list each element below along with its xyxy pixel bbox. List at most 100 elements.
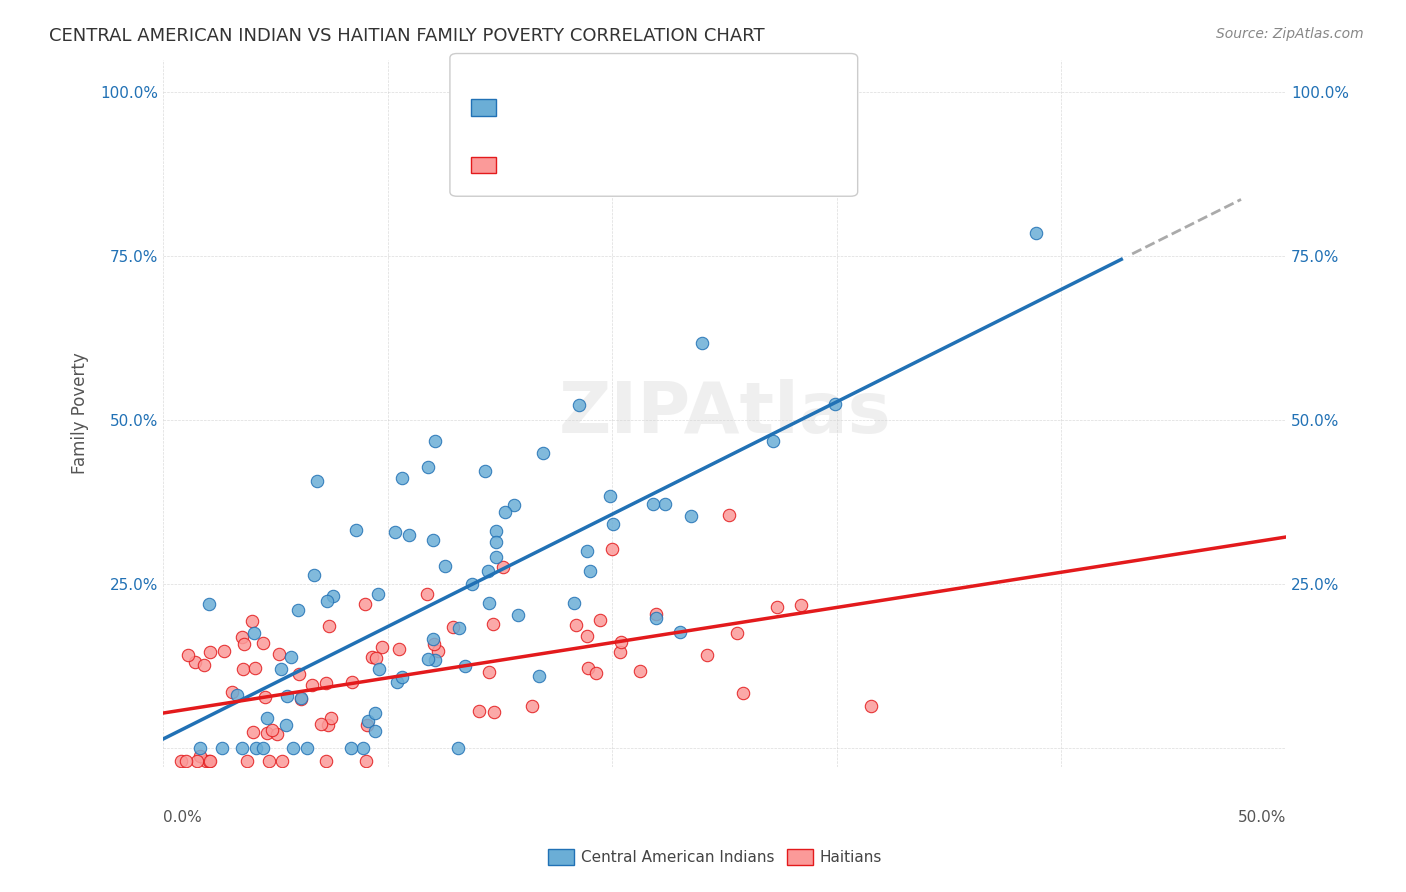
Point [418,651,440,665]
Point [628,665,651,679]
Text: 71: 71 [626,98,648,117]
Point [315,676,337,690]
Point [280,650,302,665]
Point [271,754,294,768]
Point [478,595,501,609]
Point [762,434,785,448]
Point [193,657,215,672]
Point [477,564,499,578]
Point [645,610,668,624]
Point [391,471,413,485]
Point [575,629,598,643]
Point [198,754,221,768]
Point [274,718,297,732]
Point [195,754,218,768]
Point [733,686,755,700]
Point [211,740,233,755]
Point [232,637,254,651]
Point [565,617,588,632]
Point [214,644,236,658]
Point [186,754,208,768]
Point [461,577,484,591]
Point [252,636,274,650]
Point [599,489,621,503]
Point [190,740,212,755]
Point [568,398,591,412]
Text: CENTRAL AMERICAN INDIAN VS HAITIAN FAMILY POVERTY CORRELATION CHART: CENTRAL AMERICAN INDIAN VS HAITIAN FAMIL… [49,27,765,45]
Point [253,690,276,704]
Point [529,669,551,683]
Point [344,523,367,537]
Point [690,336,713,351]
Point [174,754,197,768]
Point [609,645,631,659]
Point [485,535,508,549]
Point [654,497,676,511]
Point [485,524,508,538]
Point [522,699,544,714]
Text: ZIPAtlas: ZIPAtlas [558,379,891,448]
Point [288,667,311,681]
Point [385,674,408,689]
Point [256,711,278,725]
Point [531,446,554,460]
Point [562,596,585,610]
Point [302,567,325,582]
Point [1025,226,1047,240]
Point [508,608,530,623]
Point [441,620,464,634]
Text: Central American Indians: Central American Indians [581,850,775,864]
Point [485,550,508,565]
Point [482,706,505,720]
Point [198,754,221,768]
Point [262,723,284,738]
Point [790,598,813,612]
Text: Haitians: Haitians [820,850,882,864]
Text: Source: ZipAtlas.com: Source: ZipAtlas.com [1216,27,1364,41]
Point [311,717,333,731]
Point [434,558,457,573]
Point [388,641,411,656]
Point [315,754,337,768]
Point [242,625,264,640]
Point [198,645,221,659]
Point [609,635,631,649]
Point [177,648,200,663]
Point [422,632,444,646]
Point [600,542,623,557]
Y-axis label: Family Poverty: Family Poverty [72,352,89,475]
Point [319,711,342,725]
Point [725,626,748,640]
Point [423,434,446,448]
Point [478,665,501,679]
Point [221,685,243,699]
Point [454,658,477,673]
Point [356,717,378,731]
Point [339,740,361,755]
Point [482,617,505,632]
Text: R =: R = [508,156,544,175]
Point [364,706,387,721]
Point [361,649,384,664]
Point [352,740,374,755]
Point [243,661,266,675]
Point [357,714,380,728]
Point [170,754,193,768]
Point [245,740,267,755]
Text: N =: N = [602,98,638,117]
Point [371,640,394,654]
Point [295,740,318,755]
Point [446,740,468,755]
Point [449,622,471,636]
Point [415,587,437,601]
Point [342,674,364,689]
Point [641,497,664,511]
Point [398,528,420,542]
Point [198,597,221,611]
Point [679,509,702,524]
Text: 0.0%: 0.0% [163,810,202,825]
Point [232,662,254,676]
Point [301,678,323,692]
Point [367,587,389,601]
Point [290,691,312,706]
